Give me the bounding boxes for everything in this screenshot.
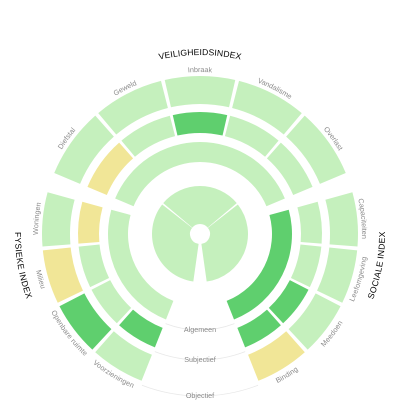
segment-objectief-sociaal-3[interactable]	[248, 331, 305, 381]
group-title-fysiek: FYSIEKE INDEX	[13, 232, 34, 300]
segment-subjectief-fysiek-1[interactable]	[91, 280, 132, 324]
segment-objectief-fysiek-0[interactable]	[95, 331, 152, 381]
ring-label-algemeen: Algemeen	[184, 325, 216, 334]
ring-label-arcs	[141, 323, 259, 397]
segment-objectief-veiligheid-0[interactable]	[54, 115, 114, 184]
ring-label-objectief: Objectief	[186, 391, 214, 400]
segments	[42, 76, 358, 381]
ring-label-arc	[154, 351, 246, 361]
segment-objectief-veiligheid-2[interactable]	[164, 76, 236, 108]
ring-label-arc	[165, 323, 235, 331]
segment-center-1[interactable]	[201, 204, 249, 282]
segment-subjectief-sociaal-3[interactable]	[237, 309, 281, 348]
segment-subjectief-fysiek-2[interactable]	[78, 244, 110, 288]
segment-subjectief-veiligheid-4[interactable]	[266, 142, 313, 196]
segment-subjectief-veiligheid-3[interactable]	[224, 115, 279, 157]
segment-subjectief-veiligheid-1[interactable]	[121, 115, 176, 157]
segment-objectief-sociaal-0[interactable]	[325, 192, 358, 247]
segment-center-2[interactable]	[151, 204, 199, 282]
segment-subjectief-sociaal-1[interactable]	[290, 244, 322, 288]
segment-subjectief-sociaal-2[interactable]	[268, 280, 309, 324]
segment-objectief-veiligheid-4[interactable]	[286, 115, 346, 184]
segment-subjectief-veiligheid-2[interactable]	[172, 111, 228, 136]
group-title-sociaal: SOCIALE INDEX	[365, 231, 387, 300]
segment-objectief-fysiek-3[interactable]	[42, 192, 75, 247]
segment-algemeen-sociaal-0[interactable]	[226, 209, 293, 320]
category-label-sociaal-0: Capaciteiten	[356, 198, 369, 239]
category-label-veiligheid-2: Inbraak	[188, 65, 213, 74]
ring-label-arc	[141, 384, 259, 397]
segment-objectief-fysiek-2[interactable]	[42, 247, 83, 303]
segment-objectief-sociaal-1[interactable]	[317, 247, 358, 303]
segment-subjectief-fysiek-0[interactable]	[119, 309, 163, 348]
segment-objectief-veiligheid-3[interactable]	[232, 80, 302, 135]
segment-objectief-fysiek-1[interactable]	[59, 293, 112, 350]
segment-subjectief-fysiek-3[interactable]	[78, 201, 103, 244]
segment-subjectief-sociaal-0[interactable]	[297, 201, 322, 244]
category-label-fysiek-2: Milieu	[34, 269, 48, 290]
segment-subjectief-veiligheid-0[interactable]	[87, 142, 134, 196]
segment-objectief-veiligheid-1[interactable]	[98, 80, 168, 135]
ring-label-subjectief: Subjectief	[184, 355, 216, 364]
segment-algemeen-fysiek-0[interactable]	[107, 209, 174, 320]
segment-objectief-sociaal-2[interactable]	[288, 293, 341, 350]
group-title-veiligheid: VEILIGHEIDSINDEX	[158, 47, 243, 62]
segment-algemeen-veiligheid-0[interactable]	[115, 142, 285, 207]
segment-center-0[interactable]	[163, 185, 237, 228]
category-label-fysiek-3: Woningen	[31, 202, 43, 235]
